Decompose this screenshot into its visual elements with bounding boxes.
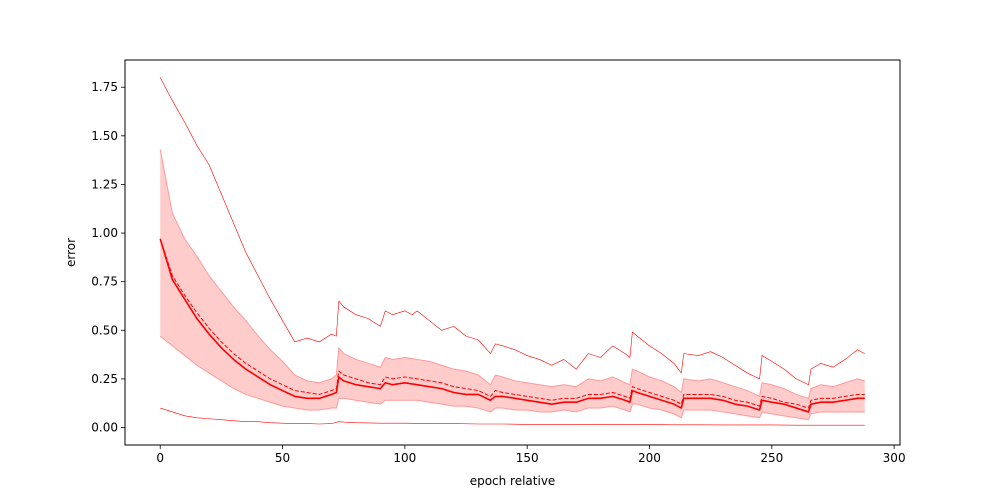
x-tick-label: 250 [760, 451, 783, 465]
y-tick-label: 0.75 [91, 275, 118, 289]
y-tick-label: 1.25 [91, 177, 118, 191]
y-axis-label: error [64, 238, 78, 267]
plot-frame [124, 59, 901, 446]
y-tick-label: 1.00 [91, 226, 118, 240]
series-line-mean [159, 238, 865, 409]
x-tick-label: 300 [883, 451, 906, 465]
y-axis-ticks: 0.00 0.25 0.50 0.75 1.00 1.25 1.50 1.75 [91, 80, 125, 435]
x-tick-label: 150 [516, 451, 539, 465]
series-line-median [159, 238, 865, 413]
y-tick-label: 0.25 [91, 372, 118, 386]
x-tick-label: 0 [156, 451, 164, 465]
y-tick-label: 1.50 [91, 129, 118, 143]
y-tick-label: 0.00 [91, 421, 118, 435]
series-layer [159, 77, 865, 426]
series-line-band-lower [159, 335, 865, 421]
series-line-band-upper [159, 149, 865, 399]
x-tick-label: 200 [638, 451, 661, 465]
y-tick-label: 0.50 [91, 323, 118, 337]
x-axis-ticks: 0 50 100 150 200 250 300 [156, 445, 906, 465]
x-tick-label: 50 [275, 451, 290, 465]
x-axis-label: epoch relative [470, 474, 556, 488]
x-tick-label: 100 [393, 451, 416, 465]
series-line-max [159, 77, 865, 386]
series-line-min [160, 407, 865, 426]
y-tick-label: 1.75 [91, 80, 118, 94]
